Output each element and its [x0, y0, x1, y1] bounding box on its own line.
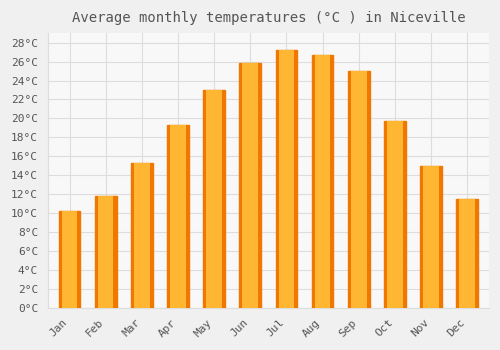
Bar	[460, 199, 475, 308]
Bar	[62, 211, 78, 308]
Bar	[278, 50, 294, 308]
Bar	[98, 196, 114, 308]
Bar	[131, 163, 152, 308]
Bar	[312, 55, 334, 308]
Bar	[456, 199, 478, 308]
Bar	[315, 55, 330, 308]
Bar	[204, 90, 225, 308]
Bar	[134, 163, 150, 308]
Bar	[167, 125, 189, 308]
Bar	[242, 63, 258, 308]
Bar	[420, 166, 442, 308]
Bar	[276, 50, 297, 308]
Bar	[384, 121, 406, 308]
Bar	[95, 196, 116, 308]
Bar	[170, 125, 186, 308]
Bar	[58, 211, 80, 308]
Bar	[387, 121, 402, 308]
Bar	[348, 71, 370, 308]
Bar	[423, 166, 439, 308]
Bar	[351, 71, 366, 308]
Bar	[206, 90, 222, 308]
Title: Average monthly temperatures (°C ) in Niceville: Average monthly temperatures (°C ) in Ni…	[72, 11, 465, 25]
Bar	[240, 63, 261, 308]
